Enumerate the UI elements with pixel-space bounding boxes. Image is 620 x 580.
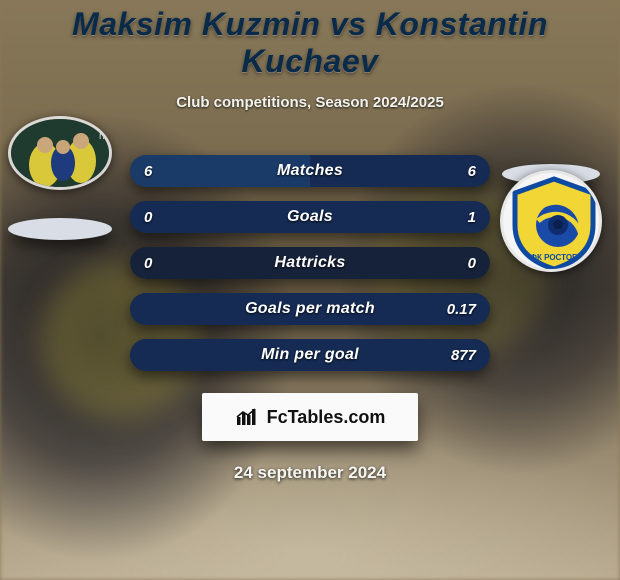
watermark-box: FcTables.com <box>202 393 418 441</box>
stat-label: Min per goal <box>130 339 490 371</box>
stat-label: Hattricks <box>130 247 490 279</box>
stat-row: 01Goals <box>130 201 490 233</box>
player-left-block: nz <box>8 116 112 240</box>
player-left-shadow <box>8 218 112 240</box>
stat-row: 0.17Goals per match <box>130 293 490 325</box>
page-title: Maksim Kuzmin vs Konstantin Kuchaev <box>0 6 620 80</box>
stat-label: Matches <box>130 155 490 187</box>
stats-container: 66Matches 01Goals 00Hattricks 0.17Goals per… <box>130 155 490 371</box>
player-left-photo: nz <box>8 116 112 190</box>
watermark-text: FcTables.com <box>267 407 386 428</box>
stat-row: 00Hattricks <box>130 247 490 279</box>
stat-row: 66Matches <box>130 155 490 187</box>
chart-icon <box>235 407 259 427</box>
stat-label: Goals per match <box>130 293 490 325</box>
player-right-block: ФК РОСТОВ <box>500 170 602 272</box>
svg-text:ФК РОСТОВ: ФК РОСТОВ <box>530 253 578 262</box>
date-text: 24 september 2024 <box>234 463 386 483</box>
svg-text:nz: nz <box>99 131 110 142</box>
season-subtitle: Club competitions, Season 2024/2025 <box>176 94 444 111</box>
stat-label: Goals <box>130 201 490 233</box>
player-right-crest: ФК РОСТОВ <box>500 170 602 272</box>
stat-row: 877Min per goal <box>130 339 490 371</box>
